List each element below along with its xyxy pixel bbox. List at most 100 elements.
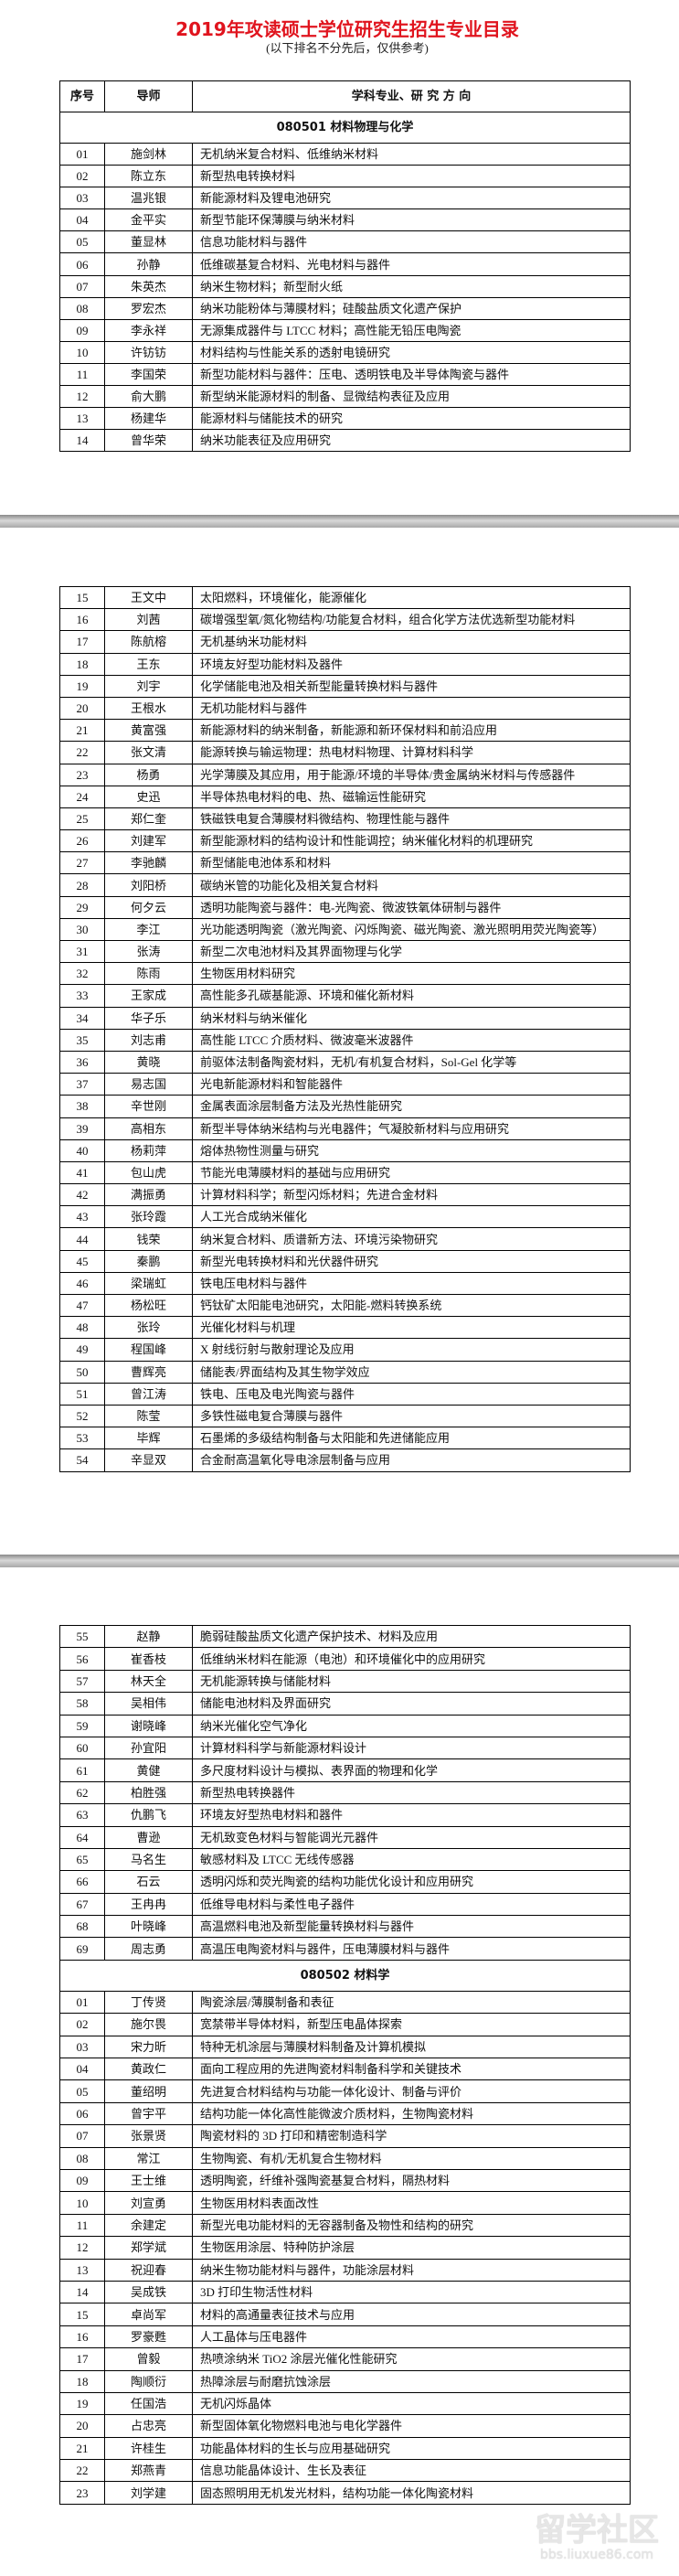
- advisor-name: 郑仁奎: [104, 807, 193, 831]
- research-topic: 钙钛矿太阳能电池研究，太阳能-燃料转换系统: [192, 1293, 631, 1318]
- advisor-name: 毕辉: [104, 1427, 193, 1450]
- research-topic: 新型光电功能材料的无容器制备及物性和结构的研究: [192, 2213, 631, 2238]
- table-row: 34 华子乐 纳米材料与纳米催化: [59, 1006, 631, 1030]
- table-row: 38 辛世刚 金属表面涂层制备方法及光热性能研究: [59, 1095, 631, 1118]
- advisor-name: 石云: [104, 1870, 193, 1894]
- advisor-name: 孙静: [104, 252, 193, 276]
- table-row: 32 陈雨 生物医用材料研究: [59, 962, 631, 986]
- research-topic: 铁电、压电及电光陶瓷与器件: [192, 1382, 631, 1406]
- research-topic: 新型热电转换器件: [192, 1780, 631, 1805]
- table-row: 02 施尔畏 宽禁带半导体材料，新型压电晶体探索: [59, 2013, 631, 2036]
- table-row: 11 余建定 新型光电功能材料的无容器制备及物性和结构的研究: [59, 2213, 631, 2238]
- research-topic: 新型纳米能源材料的制备、显微结构表征及应用: [192, 385, 631, 409]
- table-row: 09 王士维 透明陶瓷，纤维补强陶瓷基复合材料，隔热材料: [59, 2168, 631, 2193]
- research-topic: 人工光合成纳米催化: [192, 1205, 631, 1229]
- table-row: 68 叶晓峰 高温燃料电池及新型能量转换材料与器件: [59, 1915, 631, 1939]
- advisor-name: 曹逊: [104, 1825, 193, 1849]
- row-number: 67: [59, 1892, 105, 1917]
- research-topic: 节能光电薄膜材料的基础与应用研究: [192, 1160, 631, 1185]
- row-number: 15: [59, 2303, 105, 2326]
- advisor-name: 王家成: [104, 984, 193, 1008]
- section-row: 080501 材料物理与化学: [59, 112, 631, 144]
- row-number: 06: [59, 2101, 105, 2126]
- research-topic: 能源材料与储能技术的研究: [192, 407, 631, 431]
- row-number: 10: [59, 2191, 105, 2215]
- research-topic: 合金耐高温氧化导电涂层制备与应用: [192, 1448, 631, 1472]
- research-topic: 储能表/界面结构及其生物学效应: [192, 1360, 631, 1384]
- research-topic: 敏感材料及 LTCC 无线传感器: [192, 1847, 631, 1872]
- table-row: 07 朱英杰 纳米生物材料；新型耐火纸: [59, 274, 631, 298]
- row-number: 12: [59, 385, 105, 409]
- table-row: 19 刘宇 化学储能电池及相关新型能量转换材料与器件: [59, 674, 631, 698]
- research-topic: 计算材料科学；新型闪烁材料；先进合金材料: [192, 1183, 631, 1207]
- row-number: 09: [59, 318, 105, 342]
- row-number: 08: [59, 296, 105, 320]
- research-topic: 半导体热电材料的电、热、磁输运性能研究: [192, 785, 631, 808]
- table-row: 60 孙宜阳 计算材料科学与新能源材料设计: [59, 1736, 631, 1760]
- table-row: 26 刘建军 新型能源材料的结构设计和性能调控；纳米催化材料的机理研究: [59, 829, 631, 853]
- advisor-name: 程国峰: [104, 1338, 193, 1362]
- advisor-name: 黄政仁: [104, 2058, 193, 2081]
- header-advisor: 导师: [104, 80, 193, 112]
- advisor-name: 马名生: [104, 1847, 193, 1872]
- table-row: 18 王东 环境友好型功能材料及器件: [59, 652, 631, 676]
- row-number: 68: [59, 1915, 105, 1939]
- row-number: 07: [59, 274, 105, 298]
- research-topic: 纳米材料与纳米催化: [192, 1006, 631, 1030]
- research-topic: 低维导电材料与柔性电子器件: [192, 1892, 631, 1917]
- advisor-name: 宋力昕: [104, 2035, 193, 2059]
- advisor-name: 崔香枝: [104, 1647, 193, 1671]
- table-row: 20 占忠亮 新型固体氧化物燃料电池与电化学器件: [59, 2414, 631, 2438]
- row-number: 34: [59, 1006, 105, 1030]
- table-row: 21 许桂生 功能晶体材料的生长与应用基础研究: [59, 2436, 631, 2461]
- table-row: 57 林天全 无机能源转换与储能材料: [59, 1669, 631, 1694]
- header-no: 序号: [59, 80, 105, 112]
- research-topic: 能源转换与输运物理：热电材料物理、计算材料科学: [192, 741, 631, 764]
- row-number: 48: [59, 1316, 105, 1340]
- research-topic: 高性能多孔碳基能源、环境和催化新材料: [192, 984, 631, 1008]
- row-number: 22: [59, 741, 105, 764]
- advisor-name: 陈立东: [104, 165, 193, 188]
- table-row: 45 秦鹏 新型光电转换材料和光伏器件研究: [59, 1249, 631, 1273]
- table-row: 17 曾毅 热喷涂纳米 TiO2 涂层光催化性能研究: [59, 2347, 631, 2371]
- row-number: 45: [59, 1249, 105, 1273]
- research-topic: 熔体热物性测量与研究: [192, 1138, 631, 1162]
- row-number: 03: [59, 187, 105, 210]
- row-number: 26: [59, 829, 105, 853]
- table-row: 33 王家成 高性能多孔碳基能源、环境和催化新材料: [59, 984, 631, 1008]
- table-row: 29 何夕云 透明功能陶瓷与器件：电-光陶瓷、微波铁氧体研制与器件: [59, 895, 631, 919]
- table-row: 27 李驰麟 新型储能电池体系和材料: [59, 851, 631, 875]
- research-topic: 新型光电转换材料和光伏器件研究: [192, 1249, 631, 1273]
- table-row: 06 孙静 低维碳基复合材料、光电材料与器件: [59, 252, 631, 276]
- table-row: 44 钱荣 纳米复合材料、质谱新方法、环境污染物研究: [59, 1227, 631, 1251]
- research-topic: 先进复合材料结构与功能一体化设计、制备与评价: [192, 2079, 631, 2103]
- table-row: 08 常江 生物陶瓷、有机/无机复合生物材料: [59, 2146, 631, 2170]
- row-number: 11: [59, 2213, 105, 2238]
- advisor-name: 吴成铁: [104, 2280, 193, 2304]
- row-number: 46: [59, 1271, 105, 1296]
- table-row: 07 张景贤 陶瓷材料的 3D 打印和精密制造科学: [59, 2124, 631, 2148]
- research-topic: 生物医用材料表面改性: [192, 2191, 631, 2215]
- table-row: 59 谢晓峰 纳米光催化空气净化: [59, 1714, 631, 1737]
- research-topic: 前驱体法制备陶瓷材料，无机/有机复合材料，Sol-Gel 化学等: [192, 1050, 631, 1074]
- research-topic: 纳米功能粉体与薄膜材料；硅酸盐质文化遗产保护: [192, 296, 631, 320]
- table-row: 43 张玲霞 人工光合成纳米催化: [59, 1205, 631, 1229]
- row-number: 11: [59, 362, 105, 387]
- table-row: 54 辛显双 合金耐高温氧化导电涂层制备与应用: [59, 1448, 631, 1472]
- research-topic: 陶瓷涂层/薄膜制备和表征: [192, 1990, 631, 2015]
- table-row: 09 李永祥 无源集成器件与 LTCC 材料；高性能无铅压电陶瓷: [59, 318, 631, 342]
- row-number: 28: [59, 873, 105, 897]
- row-number: 33: [59, 984, 105, 1008]
- research-topic: 固态照明用无机发光材料，结构功能一体化陶瓷材料: [192, 2481, 631, 2505]
- table-row: 14 吴成铁 3D 打印生物活性材料: [59, 2280, 631, 2304]
- research-topic: 人工晶体与压电器件: [192, 2325, 631, 2349]
- advisor-name: 卓尚军: [104, 2303, 193, 2326]
- research-topic: 低维碳基复合材料、光电材料与器件: [192, 252, 631, 276]
- row-number: 22: [59, 2459, 105, 2483]
- advisor-name: 董显林: [104, 230, 193, 254]
- research-topic: 热障涂层与耐磨抗蚀涂层: [192, 2369, 631, 2393]
- row-number: 41: [59, 1160, 105, 1185]
- table-row: 16 刘茜 碳增强型氧/氮化物结构/功能复合材料，组合化学方法优选新型功能材料: [59, 608, 631, 632]
- advisor-name: 柏胜强: [104, 1780, 193, 1805]
- research-topic: 化学储能电池及相关新型能量转换材料与器件: [192, 674, 631, 698]
